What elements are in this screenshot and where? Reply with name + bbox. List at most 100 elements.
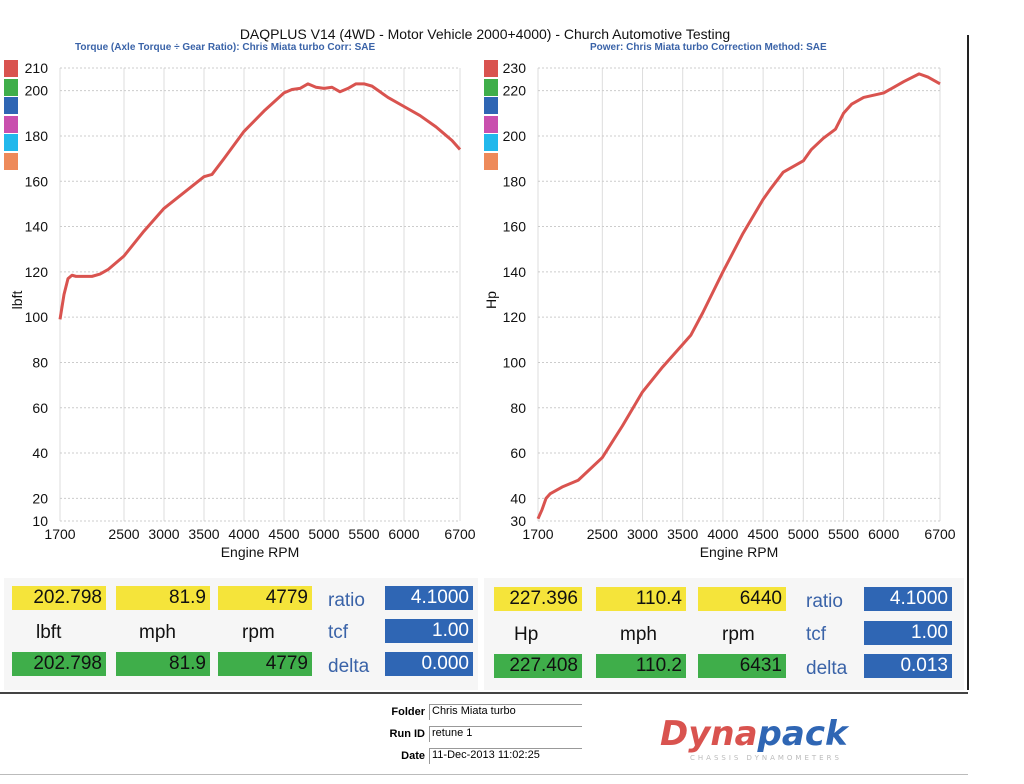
y-tick-label: 160	[25, 173, 49, 189]
y-tick-label: 210	[25, 60, 49, 76]
torque-subtitle: Torque (Axle Torque ÷ Gear Ratio): Chris…	[75, 42, 376, 53]
delta-value: 0.000	[385, 652, 473, 676]
x-tick-label: 1700	[522, 526, 553, 542]
x-tick-label: 1700	[44, 526, 75, 542]
y-tick-label: 180	[503, 173, 527, 189]
run-id-label: Run ID	[389, 728, 425, 740]
rpm-value: 6431	[698, 654, 786, 678]
unit-label: Hp	[514, 624, 539, 645]
folder-label: Folder	[391, 706, 425, 718]
y-tick-label: 200	[503, 128, 527, 144]
speed-value: 110.2	[596, 654, 686, 678]
torque-value: 202.798	[12, 586, 106, 610]
y-tick-label: 60	[510, 445, 526, 461]
x-tick-label: 5000	[788, 526, 819, 542]
speed-value: 81.9	[116, 652, 210, 676]
x-tick-label: 4000	[228, 526, 259, 542]
delta-label: delta	[328, 656, 370, 677]
tcf-label: tcf	[806, 624, 827, 645]
speed-value: 110.4	[596, 587, 686, 611]
legend-swatch[interactable]	[484, 152, 498, 170]
y-tick-label: 180	[25, 128, 49, 144]
y-axis-label: Hp	[483, 291, 499, 309]
unit-label: rpm	[242, 622, 275, 643]
power-curve	[536, 72, 941, 520]
tcf-label: tcf	[328, 622, 349, 643]
x-tick-label: 6700	[444, 526, 475, 542]
power-subtitle: Power: Chris Miata turbo Correction Meth…	[590, 42, 827, 53]
x-tick-label: 2500	[108, 526, 139, 542]
x-tick-label: 3000	[627, 526, 658, 542]
y-tick-label: 140	[503, 264, 527, 280]
ratio-value: 4.1000	[385, 586, 473, 610]
legend-swatch[interactable]	[4, 152, 18, 170]
y-tick-label: 120	[25, 264, 49, 280]
page-border	[967, 35, 969, 690]
y-tick-label: 80	[32, 354, 48, 370]
x-tick-label: 4500	[268, 526, 299, 542]
report-title: DAQPLUS V14 (4WD - Motor Vehicle 2000+40…	[239, 26, 731, 42]
legend-swatch[interactable]	[4, 134, 18, 151]
run-id-value: retune 1	[429, 726, 582, 742]
y-axis-label: lbft	[9, 291, 25, 310]
legend-swatch[interactable]	[4, 115, 18, 133]
y-tick-label: 100	[503, 354, 527, 370]
unit-label: lbft	[36, 622, 62, 643]
x-tick-label: 3000	[148, 526, 179, 542]
rpm-value: 4779	[218, 586, 312, 610]
ratio-label: ratio	[328, 590, 365, 611]
x-tick-label: 5500	[348, 526, 379, 542]
legend-swatch[interactable]	[484, 60, 498, 77]
unit-label: mph	[620, 624, 657, 645]
x-tick-label: 5500	[828, 526, 859, 542]
legend-swatch[interactable]	[484, 78, 498, 96]
x-tick-label: 3500	[188, 526, 219, 542]
date-label: Date	[401, 750, 425, 762]
legend-swatch[interactable]	[4, 97, 18, 114]
x-tick-label: 5000	[308, 526, 339, 542]
tcf-value: 1.00	[864, 621, 952, 645]
legend-swatch[interactable]	[484, 97, 498, 114]
y-tick-label: 100	[25, 309, 49, 325]
rpm-value: 4779	[218, 652, 312, 676]
delta-value: 0.013	[864, 654, 952, 678]
delta-label: delta	[806, 658, 848, 679]
run-info-footer: Folder Chris Miata turbo Run ID retune 1…	[0, 692, 968, 775]
tcf-value: 1.00	[385, 619, 473, 643]
unit-label: mph	[139, 622, 176, 643]
speed-value: 81.9	[116, 586, 210, 610]
y-tick-label: 160	[503, 219, 527, 235]
x-tick-label: 6000	[388, 526, 419, 542]
y-tick-label: 120	[503, 309, 527, 325]
torque-value: 202.798	[12, 652, 106, 676]
legend-swatch[interactable]	[4, 60, 18, 77]
x-tick-label: 4500	[748, 526, 779, 542]
legend-swatch[interactable]	[4, 78, 18, 96]
x-tick-label: 6000	[868, 526, 899, 542]
y-tick-label: 200	[25, 83, 49, 99]
power-value: 227.408	[494, 654, 582, 678]
y-tick-label: 40	[510, 490, 526, 506]
y-tick-label: 140	[25, 219, 49, 235]
x-axis-label: Engine RPM	[700, 544, 779, 560]
x-tick-label: 4000	[707, 526, 738, 542]
ratio-value: 4.1000	[864, 587, 952, 611]
y-tick-label: 60	[32, 400, 48, 416]
power-readout-panel: 227.396 110.4 6440 Hp mph rpm 227.408 11…	[484, 578, 964, 690]
y-tick-label: 220	[503, 83, 527, 99]
y-tick-label: 20	[32, 490, 48, 506]
y-tick-label: 80	[510, 400, 526, 416]
legend-swatch[interactable]	[484, 134, 498, 151]
legend-swatch[interactable]	[484, 115, 498, 133]
y-tick-label: 10	[32, 513, 48, 529]
x-tick-label: 3500	[667, 526, 698, 542]
torque-curve	[58, 82, 462, 320]
y-tick-label: 230	[503, 60, 527, 76]
x-tick-label: 6700	[924, 526, 955, 542]
folder-value: Chris Miata turbo	[429, 704, 582, 720]
rpm-value: 6440	[698, 587, 786, 611]
x-axis-label: Engine RPM	[221, 544, 300, 560]
dynapack-logo: Dynapack CHASSIS DYNAMOMETERS	[660, 714, 848, 762]
y-tick-label: 40	[32, 445, 48, 461]
